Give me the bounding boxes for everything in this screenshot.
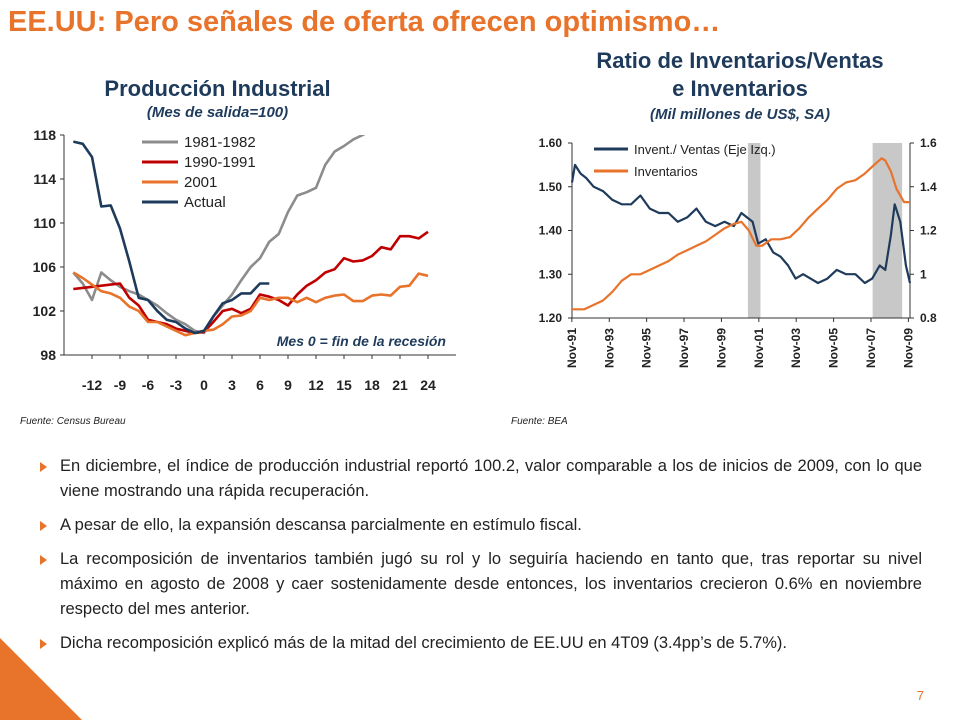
bullet-item: En diciembre, el índice de producción in… [38,454,922,504]
y-tick-label: 110 [33,215,56,231]
y-tick-label: 114 [33,171,56,187]
x-tick-label: Nov-03 [789,328,803,368]
x-tick-label: Nov-95 [640,328,654,368]
x-tick-label: 9 [284,377,292,393]
left-y-tick-label: 1.40 [539,224,563,238]
left-chart-source: Fuente: Census Bureau [20,416,126,427]
x-tick-label: 21 [392,377,408,393]
y-tick-label: 106 [33,259,57,275]
left-y-tick-label: 1.30 [539,267,563,281]
series-line [570,163,912,285]
x-tick-label: -6 [142,377,155,393]
right-chart-subtitle: (Mil millones de US$, SA) [649,106,831,123]
right-y-tick-label: 1.6 [920,136,937,150]
x-tick-label: Nov-01 [752,328,766,368]
right-chart-source: Fuente: BEA [511,416,568,427]
x-tick-label: 24 [420,377,436,393]
bullet-item: Dicha recomposición explicó más de la mi… [38,631,922,656]
series-line [73,140,270,335]
bullet-list: En diciembre, el índice de producción in… [38,454,922,665]
right-y-tick-label: 0.8 [920,311,937,325]
bullet-text: En diciembre, el índice de producción in… [60,457,922,500]
right-y-tick-label: 1 [920,267,927,281]
x-tick-label: Nov-93 [602,328,616,368]
right-y-tick-label: 1.2 [920,224,937,238]
legend-label: Inventarios [634,164,698,179]
bullet-arrow-icon [40,521,47,531]
left-y-tick-label: 1.50 [539,180,563,194]
x-tick-label: Nov-99 [714,328,728,368]
x-tick-label: 6 [256,377,264,393]
x-tick-label: 15 [336,377,352,393]
bullet-arrow-icon [40,555,47,565]
bullet-item: La recomposición de inventarios también … [38,547,922,622]
left-y-tick-label: 1.20 [539,311,563,325]
left-chart-subtitle: (Mes de salida=100) [146,104,289,121]
x-tick-label: -12 [82,377,102,393]
x-tick-label: 3 [228,377,236,393]
right-chart-title-line2: e Inventarios [672,76,808,101]
legend-label: 1981-1982 [184,134,256,151]
x-tick-label: Nov-09 [901,328,915,368]
slide-title: EE.UU: Pero señales de oferta ofrecen op… [8,6,721,38]
x-tick-label: Nov-07 [864,328,878,368]
inventory-ratio-chart: 1.20 1.30 1.40 1.50 1.60 0.8 1 1.2 1.4 1.6 Nov-91 N… [539,136,937,368]
legend-label: Invent./ Ventas (Eje Izq.) [634,142,776,157]
bullet-item: A pesar de ello, la expansión descansa p… [38,513,922,538]
recession-band [872,143,903,318]
right-chart-title-line1: Ratio de Inventarios/Ventas [596,48,884,73]
bullet-text: Dicha recomposición explicó más de la mi… [60,634,787,652]
x-tick-label: Nov-97 [677,328,691,368]
y-tick-label: 118 [33,127,56,143]
bullet-text: A pesar de ello, la expansión descansa p… [60,516,582,534]
x-tick-label: -9 [114,377,127,393]
series-line [72,135,366,335]
chart-annotation: Mes 0 = fin de la recesión [277,333,446,349]
y-tick-label: 98 [40,347,56,363]
right-y-tick-label: 1.4 [920,180,937,194]
series-line [572,157,910,311]
x-tick-label: 12 [308,377,324,393]
x-tick-label: Nov-91 [565,328,579,368]
bullet-arrow-icon [40,462,47,472]
x-tick-label: 0 [200,377,208,393]
legend-label: 2001 [184,174,217,191]
bullet-text: La recomposición de inventarios también … [60,550,922,618]
x-tick-label: 18 [364,377,380,393]
corner-decoration [0,638,82,720]
legend-label: Actual [184,194,226,211]
industrial-production-chart: 98 102 106 110 114 118 -12 -9 -6 -3 0 3 6 9 12 15 18 21 24… [33,127,456,393]
legend-label: 1990-1991 [184,154,256,171]
left-chart-title: Producción Industrial [104,76,331,101]
left-y-tick-label: 1.60 [539,136,563,150]
page-number: 7 [916,688,924,703]
y-tick-label: 102 [33,303,57,319]
x-tick-label: -3 [170,377,183,393]
x-tick-label: Nov-05 [827,328,841,368]
series-line [72,271,429,337]
